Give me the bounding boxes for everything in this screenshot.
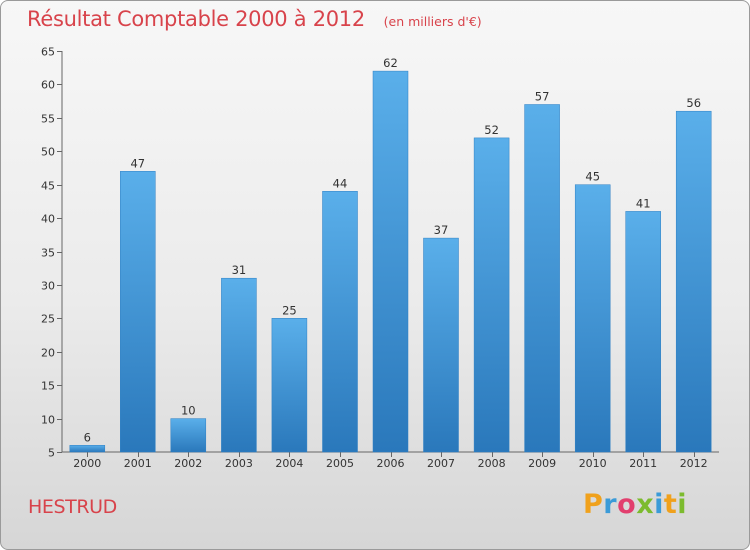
y-tick-label: 15	[41, 380, 55, 393]
bar-value-label: 41	[636, 196, 651, 210]
logo-letter: x	[636, 489, 655, 520]
x-tick-label: 2007	[427, 457, 455, 470]
y-tick-label: 60	[41, 79, 55, 92]
y-tick-label: 45	[41, 180, 55, 193]
bar	[625, 211, 661, 453]
bar-value-label: 37	[434, 223, 449, 237]
proxiti-logo: Proxiti	[583, 489, 687, 520]
x-tick-label: 2010	[579, 457, 607, 470]
y-tick-label: 65	[41, 46, 55, 59]
bar-value-label: 25	[282, 303, 297, 317]
x-tick-label: 2000	[73, 457, 101, 470]
logo-letter: o	[617, 489, 637, 520]
x-tick-label: 2001	[124, 457, 152, 470]
bar-value-label: 52	[484, 123, 499, 137]
bar-value-label: 45	[585, 170, 600, 184]
y-tick-label: 25	[41, 313, 55, 326]
location-label: HESTRUD	[28, 496, 117, 518]
bar	[69, 445, 106, 453]
bar-value-label: 31	[232, 263, 247, 277]
bar-value-label: 62	[383, 56, 398, 70]
y-tick-label: 35	[41, 247, 55, 260]
bar	[423, 237, 459, 453]
bar	[170, 418, 207, 453]
y-tick-label: 55	[41, 113, 55, 126]
x-tick-label: 2003	[225, 457, 253, 470]
y-tick-label: 50	[41, 146, 55, 159]
logo-letter: t	[663, 489, 678, 520]
y-tick-label: 40	[41, 213, 55, 226]
bar	[675, 110, 712, 453]
x-tick-label: 2011	[629, 457, 657, 470]
x-tick-label: 2009	[528, 457, 556, 470]
bar	[221, 277, 257, 453]
x-tick-label: 2006	[377, 457, 405, 470]
chart-title: Résultat Comptable 2000 à 2012 (en milli…	[27, 7, 482, 31]
x-tick-label: 2004	[275, 457, 303, 470]
chart-subtitle: (en milliers d'€)	[383, 14, 482, 29]
y-tick-label: 20	[41, 347, 55, 360]
bar	[574, 184, 611, 453]
x-tick-label: 2002	[174, 457, 202, 470]
x-tick-label: 2012	[680, 457, 708, 470]
y-tick-label: 10	[41, 414, 55, 427]
bar-value-label: 10	[181, 404, 196, 418]
bar-value-label: 57	[535, 90, 550, 104]
bar	[473, 137, 510, 453]
bar	[322, 191, 358, 453]
bar	[120, 171, 156, 453]
y-tick-label: 30	[41, 280, 55, 293]
bar-value-label: 44	[333, 176, 348, 190]
bar-value-label: 6	[84, 430, 91, 444]
x-tick-label: 2005	[326, 457, 354, 470]
logo-letter: i	[677, 489, 688, 520]
bar	[372, 70, 409, 453]
logo-letter: i	[654, 489, 664, 520]
bar-value-label: 56	[686, 96, 701, 110]
logo-letter: P	[583, 489, 604, 520]
bar-value-label: 47	[130, 156, 145, 170]
x-tick-label: 2008	[478, 457, 506, 470]
y-tick-label: 5	[48, 447, 55, 460]
logo-letter: r	[603, 489, 618, 520]
bar	[524, 104, 560, 453]
chart-title-text: Résultat Comptable 2000 à 2012	[27, 7, 365, 31]
bar	[271, 318, 308, 453]
